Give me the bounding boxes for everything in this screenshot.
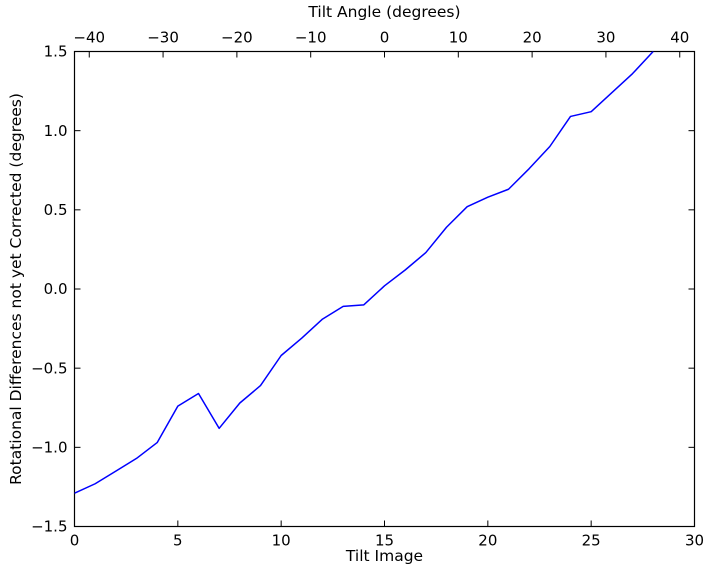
top-x-tick-label: −20 (221, 29, 253, 47)
top-x-tick-label: −10 (295, 29, 327, 47)
x-tick-label: 15 (375, 532, 394, 550)
x-tick-label: 0 (70, 532, 80, 550)
x-tick-label: 30 (685, 532, 704, 550)
data-line (74, 51, 654, 494)
top-x-tick-label: −30 (147, 29, 179, 47)
y-tick-label: 1.0 (44, 122, 68, 140)
y-tick-label: −1.0 (31, 439, 67, 457)
top-x-tick-label: 40 (670, 29, 689, 47)
y-tick-label: −0.5 (31, 359, 67, 377)
top-axis-label: Tilt Angle (degrees) (308, 3, 461, 21)
bottom-axis-label: Tilt Image (345, 547, 424, 565)
x-tick-label: 5 (173, 532, 183, 550)
top-x-tick-label: 0 (380, 29, 390, 47)
top-x-tick-label: −40 (73, 29, 105, 47)
x-tick-label: 25 (582, 532, 601, 550)
y-tick-label: 1.5 (44, 43, 68, 61)
x-tick-label: 10 (272, 532, 291, 550)
axes-frame (73, 50, 696, 528)
top-x-tick-label: 10 (449, 29, 468, 47)
y-tick-label: −1.5 (31, 518, 67, 536)
top-x-tick-label: 20 (523, 29, 542, 47)
y-tick-label: 0.5 (44, 201, 68, 219)
y-tick-label: 0.0 (44, 280, 68, 298)
x-tick-label: 20 (478, 532, 497, 550)
top-x-tick-label: 30 (596, 29, 615, 47)
